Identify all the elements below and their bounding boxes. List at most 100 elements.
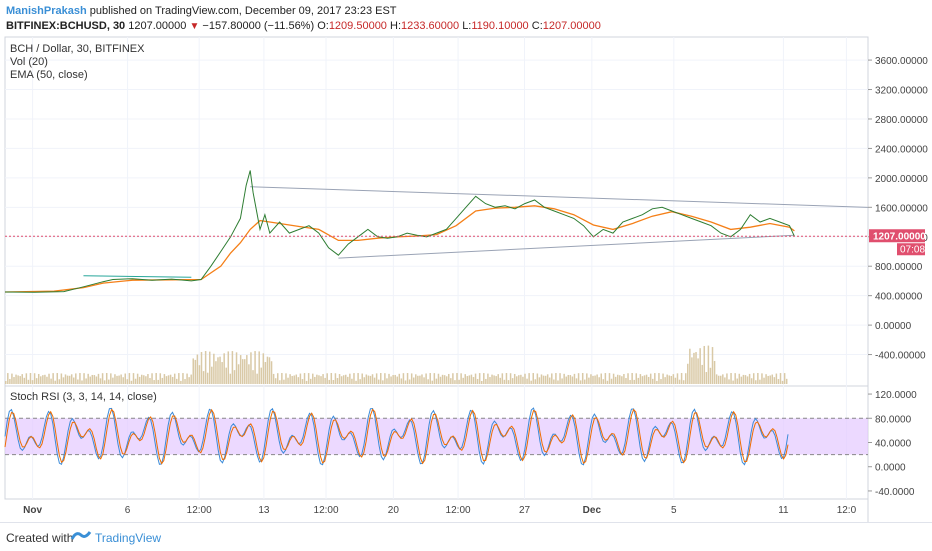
volume-bar xyxy=(357,373,359,384)
volume-bar xyxy=(105,373,108,384)
volume-bar xyxy=(775,373,778,384)
legend-stoch[interactable]: Stoch RSI (3, 3, 14, 14, close) xyxy=(10,391,157,403)
volume-bar xyxy=(363,377,366,384)
legend-vol[interactable]: Vol (20) xyxy=(10,56,48,68)
legend-title[interactable]: BCH / Dollar, 30, BITFINEX xyxy=(10,43,145,55)
volume-bar xyxy=(353,373,355,384)
volume-bar xyxy=(435,378,438,384)
volume-bar xyxy=(93,375,96,384)
volume-bar xyxy=(314,376,316,384)
volume-bar xyxy=(338,374,341,384)
change-value: −157.80000 (−11.56%) xyxy=(202,20,315,32)
volume-bar xyxy=(759,379,761,384)
chart-canvas[interactable]: 3600.00000 3200.00000 2800.00000 2400.00000… xyxy=(0,36,932,522)
volume-bar xyxy=(697,358,699,384)
volume-bar xyxy=(5,381,7,384)
volume-bar xyxy=(773,377,776,384)
volume-bar xyxy=(666,374,668,384)
volume-bar xyxy=(176,378,178,384)
volume-bar xyxy=(423,377,425,384)
volume-bar xyxy=(590,374,592,384)
time-axis[interactable]: Nov 6 12:00 13 12:00 20 12:00 27 Dec 5 11 12:0 xyxy=(23,505,856,516)
volume-bar xyxy=(283,379,285,384)
volume-bar xyxy=(384,373,386,384)
legend-ema[interactable]: EMA (50, close) xyxy=(10,69,88,81)
volume-bar xyxy=(740,376,743,384)
volume-bar xyxy=(118,375,120,384)
volume-bar xyxy=(476,378,479,384)
volume-bar xyxy=(97,373,100,384)
volume-bar xyxy=(89,376,91,384)
volume-bar xyxy=(99,378,102,384)
volume-bar xyxy=(151,373,153,384)
volume-bar xyxy=(656,380,658,384)
volume-bar xyxy=(610,378,613,384)
volume-bar xyxy=(215,361,217,384)
open-value: 1209.50000 xyxy=(328,20,387,32)
author-link[interactable]: ManishPrakash xyxy=(6,5,87,17)
volume-bar xyxy=(472,377,475,384)
time-tick-label: 12:00 xyxy=(187,505,212,516)
time-tick-label: 13 xyxy=(258,505,270,516)
volume-bar xyxy=(557,380,559,384)
volume-bar xyxy=(720,375,722,384)
volume-bar xyxy=(528,373,530,384)
volume-bar xyxy=(658,373,660,384)
volume-bar xyxy=(752,373,755,384)
volume-bar xyxy=(35,378,38,384)
tradingview-brand[interactable]: TradingView xyxy=(95,531,162,545)
volume-bar xyxy=(728,379,730,384)
volume-bar xyxy=(62,377,65,384)
volume-bar xyxy=(544,375,547,384)
volume-bar xyxy=(565,376,567,384)
tradingview-logo-icon[interactable] xyxy=(70,529,92,543)
volume-bar xyxy=(322,374,324,384)
volume-bar xyxy=(44,374,46,384)
time-tick-label: 6 xyxy=(125,505,131,516)
volume-bar xyxy=(744,375,747,384)
volume-bar xyxy=(50,378,52,384)
volume-bar xyxy=(110,373,112,384)
volume-bar xyxy=(70,374,73,384)
volume-bar xyxy=(75,373,77,384)
volume-bar xyxy=(546,374,549,384)
volume-bar xyxy=(604,373,607,384)
stoch-tick-label: 80.0000 xyxy=(875,414,912,425)
volume-bar xyxy=(190,374,192,384)
volume-bar xyxy=(734,373,736,384)
volume-bar xyxy=(246,355,248,384)
volume-bar xyxy=(186,373,188,384)
volume-bar xyxy=(299,373,302,384)
volume-bar xyxy=(412,377,415,384)
volume-bar xyxy=(598,377,600,384)
volume-bar xyxy=(717,375,720,384)
volume-bar xyxy=(307,373,310,384)
volume-bar xyxy=(293,375,295,384)
symbol-label[interactable]: BITFINEX:BCHUSD, 30 xyxy=(6,20,126,32)
volume-bar xyxy=(287,377,289,384)
trendline xyxy=(338,234,795,259)
volume-bar xyxy=(707,345,710,384)
stoch-axis[interactable]: 120.0000 80.0000 40.0000 0.0000 -40.0000 xyxy=(868,390,917,498)
price-axis[interactable]: 3600.00000 3200.00000 2800.00000 2400.00000… xyxy=(868,56,928,362)
volume-bar xyxy=(606,380,609,384)
volume-bar xyxy=(614,376,617,384)
volume-bar xyxy=(410,373,413,384)
volume-bar xyxy=(458,379,460,384)
volume-bar xyxy=(244,359,246,384)
volume-bar xyxy=(165,376,168,384)
volume-bar xyxy=(746,376,749,384)
price-pane[interactable] xyxy=(4,36,869,387)
volume-bar xyxy=(83,373,85,384)
volume-bar xyxy=(29,373,32,384)
volume-bar xyxy=(495,376,497,384)
volume-bar xyxy=(540,374,543,384)
volume-bar xyxy=(373,377,376,384)
down-arrow-icon: ▼ xyxy=(189,21,200,32)
volume-bar xyxy=(359,379,361,384)
volume-bar xyxy=(289,374,291,384)
price-tick-label: 3600.00000 xyxy=(875,56,928,67)
trendlines[interactable] xyxy=(83,186,869,278)
volume-bar xyxy=(427,379,429,384)
volume-bar xyxy=(37,373,40,384)
